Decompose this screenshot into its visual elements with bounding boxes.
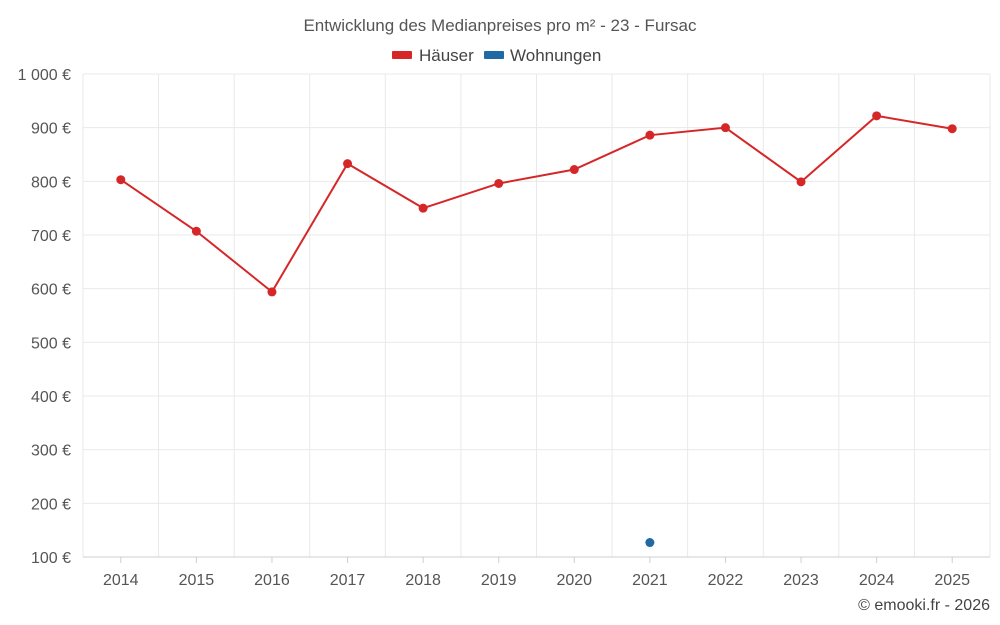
x-tick-label: 2022	[708, 572, 744, 589]
grid	[82, 73, 991, 557]
data-point-haeuser[interactable]	[947, 124, 957, 134]
legend: Häuser Wohnungen	[392, 46, 601, 65]
data-point-haeuser[interactable]	[191, 226, 201, 236]
x-tick-label: 2025	[934, 572, 970, 589]
legend-swatch-haeuser[interactable]	[392, 51, 412, 59]
y-tick-label: 900 €	[31, 121, 71, 138]
credit-text: © emooki.fr - 2026	[858, 597, 990, 614]
data-point-haeuser[interactable]	[569, 165, 579, 175]
y-tick-label: 100 €	[31, 550, 71, 567]
x-tick-label: 2023	[783, 572, 819, 589]
x-tick-label: 2021	[632, 572, 668, 589]
x-tick-label: 2017	[330, 572, 366, 589]
x-tick-label: 2015	[179, 572, 215, 589]
data-point-haeuser[interactable]	[267, 287, 277, 297]
data-point-haeuser[interactable]	[343, 159, 353, 169]
x-tick-label: 2016	[254, 572, 290, 589]
data-point-haeuser[interactable]	[720, 123, 730, 133]
y-tick-label: 500 €	[31, 335, 71, 352]
y-tick-label: 1 000 €	[18, 67, 71, 84]
y-tick-label: 300 €	[31, 443, 71, 460]
series-line-haeuser	[120, 114, 953, 294]
y-tick-label: 700 €	[31, 228, 71, 245]
data-point-haeuser[interactable]	[872, 111, 882, 121]
y-tick-label: 600 €	[31, 282, 71, 299]
data-point-haeuser[interactable]	[494, 178, 504, 188]
axes: 100 € 200 € 300 € 400 € 500 € 600 € 700 € 800 €…	[18, 67, 990, 589]
legend-label-haeuser[interactable]: Häuser	[419, 46, 474, 65]
data-point-haeuser[interactable]	[418, 203, 428, 213]
series	[116, 111, 957, 548]
data-point-wohnungen[interactable]	[645, 538, 655, 548]
y-tick-label: 800 €	[31, 174, 71, 191]
legend-swatch-wohnungen[interactable]	[484, 51, 504, 59]
x-tick-label: 2024	[859, 572, 895, 589]
y-tick-label: 200 €	[31, 496, 71, 513]
y-tick-label: 400 €	[31, 389, 71, 406]
chart-title: Entwicklung des Medianpreises pro m² - 2…	[303, 16, 697, 35]
x-tick-label: 2019	[481, 572, 517, 589]
legend-label-wohnungen[interactable]: Wohnungen	[510, 46, 601, 65]
x-tick-label: 2018	[405, 572, 441, 589]
data-point-haeuser[interactable]	[645, 130, 655, 140]
x-tick-label: 2014	[103, 572, 139, 589]
data-point-haeuser[interactable]	[116, 175, 126, 185]
data-point-haeuser[interactable]	[796, 177, 806, 187]
x-tick-label: 2020	[556, 572, 592, 589]
